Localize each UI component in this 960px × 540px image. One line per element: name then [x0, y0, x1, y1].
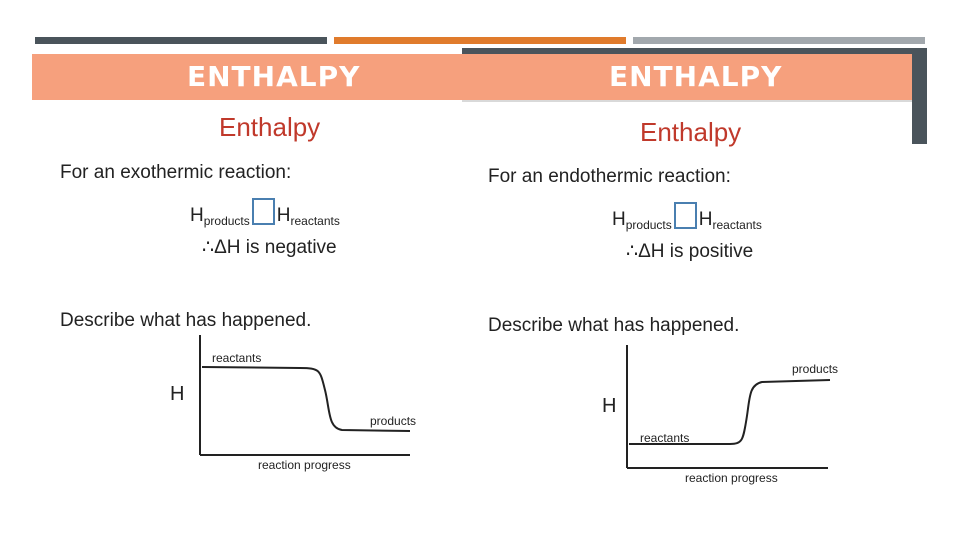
right-prompt: Describe what has happened. — [488, 315, 740, 336]
right-h-reactants-sub: reactants — [712, 218, 762, 232]
left-banner-title: ENTHALPY — [187, 60, 361, 93]
left-subtitle: Enthalpy — [219, 112, 321, 142]
left-x-label: reaction progress — [258, 458, 351, 472]
right-equation: Hproducts Hreactants — [612, 202, 762, 232]
right-h-products: H — [612, 209, 626, 230]
left-h-products-sub: products — [203, 214, 250, 228]
left-enthalpy-graph: reactants products H reaction progress — [170, 335, 416, 472]
left-h-reactants-sub: reactants — [290, 214, 340, 228]
right-intro: For an endothermic reaction: — [488, 166, 731, 187]
right-h-products-sub: products — [625, 218, 672, 232]
right-banner-title: ENTHALPY — [609, 60, 783, 93]
right-banner-shadow — [462, 100, 912, 102]
left-enthalpy-curve — [201, 366, 411, 432]
right-start-label: reactants — [640, 431, 689, 445]
accent-bar-orange — [334, 37, 626, 44]
accent-bar-dark — [35, 37, 327, 44]
left-prompt: Describe what has happened. — [60, 310, 312, 331]
left-h-products: H — [190, 205, 204, 226]
right-comparison-box — [673, 202, 697, 229]
right-h-reactants: H — [698, 209, 713, 230]
accent-bar-grey — [633, 37, 925, 44]
right-banner: ENTHALPY — [462, 54, 912, 100]
right-enthalpy-curve — [629, 379, 831, 445]
slide-frame-right — [912, 48, 927, 144]
left-result: ∴ΔH is negative — [202, 237, 337, 258]
right-x-label: reaction progress — [685, 471, 778, 485]
left-h-reactants: H — [276, 205, 291, 226]
left-banner: ENTHALPY — [32, 54, 462, 100]
left-comparison-box — [251, 198, 275, 225]
left-equation: Hproducts Hreactants — [190, 198, 340, 228]
right-enthalpy-graph: reactants products H reaction progress — [602, 345, 838, 485]
right-result: ∴ΔH is positive — [626, 241, 754, 262]
left-y-label: H — [170, 383, 184, 405]
right-y-label: H — [602, 395, 616, 417]
right-subtitle: Enthalpy — [640, 117, 742, 147]
left-start-label: reactants — [212, 351, 261, 365]
slide-frame-top — [462, 48, 927, 54]
left-end-label: products — [370, 414, 416, 428]
right-end-label: products — [792, 362, 838, 376]
left-intro: For an exothermic reaction: — [60, 162, 292, 183]
